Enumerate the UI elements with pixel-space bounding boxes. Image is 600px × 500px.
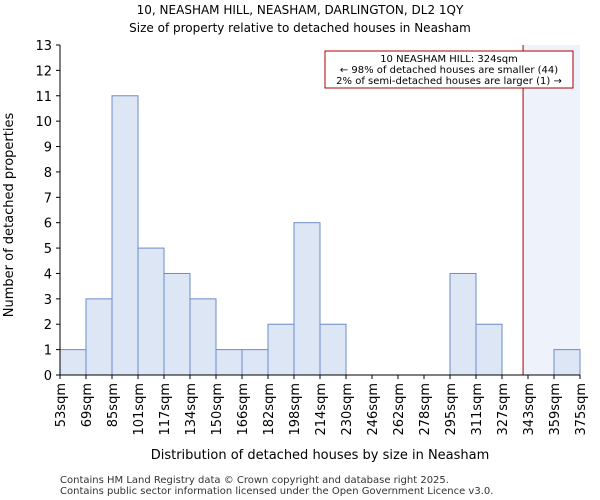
x-tick-label: 117sqm	[158, 383, 173, 436]
bar-182sqm	[267, 323, 295, 376]
annotation-line-2: ← 98% of detached houses are smaller (44…	[340, 65, 558, 76]
bar-295sqm	[449, 272, 477, 376]
annotation-line-3: 2% of semi-detached houses are larger (1…	[336, 76, 562, 87]
y-tick-label: 10	[35, 115, 52, 130]
y-tick-label: 13	[35, 39, 52, 54]
larger-region-shade	[523, 45, 580, 375]
bar-117sqm	[163, 272, 191, 376]
y-tick-label: 4	[44, 267, 52, 282]
x-tick-label: 150sqm	[210, 383, 225, 436]
x-tick-label: 182sqm	[262, 383, 277, 436]
x-tick-label: 134sqm	[184, 383, 199, 436]
footer-line-2: Contains public sector information licen…	[60, 486, 493, 497]
x-tick-label: 343sqm	[522, 383, 537, 436]
y-tick-label: 0	[44, 369, 52, 384]
chart-subtitle: Size of property relative to detached ho…	[129, 21, 471, 35]
footer-line-1: Contains HM Land Registry data © Crown c…	[60, 475, 449, 486]
y-tick-label: 12	[35, 64, 52, 79]
x-tick-label: 311sqm	[470, 383, 485, 436]
x-tick-label: 198sqm	[288, 383, 303, 436]
y-tick-label: 2	[44, 318, 52, 333]
x-tick-label: 101sqm	[132, 383, 147, 436]
x-tick-label: 359sqm	[548, 383, 563, 436]
x-tick-label: 214sqm	[314, 383, 329, 436]
x-tick-label: 85sqm	[106, 383, 121, 427]
bar-359sqm	[553, 349, 581, 376]
x-tick-label: 262sqm	[392, 383, 407, 436]
x-tick-label: 295sqm	[444, 383, 459, 436]
y-tick-label: 1	[44, 344, 52, 359]
x-tick-label: 166sqm	[236, 383, 251, 436]
annotation-box	[324, 50, 574, 89]
chart-title: 10, NEASHAM HILL, NEASHAM, DARLINGTON, D…	[137, 3, 464, 17]
x-tick-label: 278sqm	[418, 383, 433, 436]
bar-198sqm	[293, 222, 321, 376]
bar-69sqm	[85, 298, 113, 376]
annotation-line-1: 10 NEASHAM HILL: 324sqm	[380, 54, 518, 65]
y-tick-label: 9	[44, 141, 52, 156]
bar-134sqm	[189, 298, 217, 376]
bar-214sqm	[319, 323, 347, 376]
y-tick-label: 5	[44, 242, 52, 257]
y-tick-label: 11	[35, 90, 52, 105]
x-tick-label: 246sqm	[366, 383, 381, 436]
bar-85sqm	[111, 95, 139, 376]
x-tick-label: 327sqm	[496, 383, 511, 436]
y-tick-label: 7	[44, 191, 52, 206]
y-tick-label: 6	[44, 217, 52, 232]
x-tick-label: 230sqm	[340, 383, 355, 436]
x-axis-label: Distribution of detached houses by size …	[151, 448, 490, 463]
bar-53sqm	[59, 349, 87, 376]
x-tick-label: 375sqm	[574, 383, 589, 436]
bar-101sqm	[137, 247, 165, 376]
y-tick-label: 8	[44, 166, 52, 181]
x-tick-label: 69sqm	[80, 383, 95, 427]
x-tick-label: 53sqm	[54, 383, 69, 427]
bar-150sqm	[215, 349, 243, 376]
bar-166sqm	[241, 349, 269, 376]
y-tick-label: 3	[44, 293, 52, 308]
y-axis-label: Number of detached properties	[2, 113, 17, 318]
bar-311sqm	[475, 323, 503, 376]
